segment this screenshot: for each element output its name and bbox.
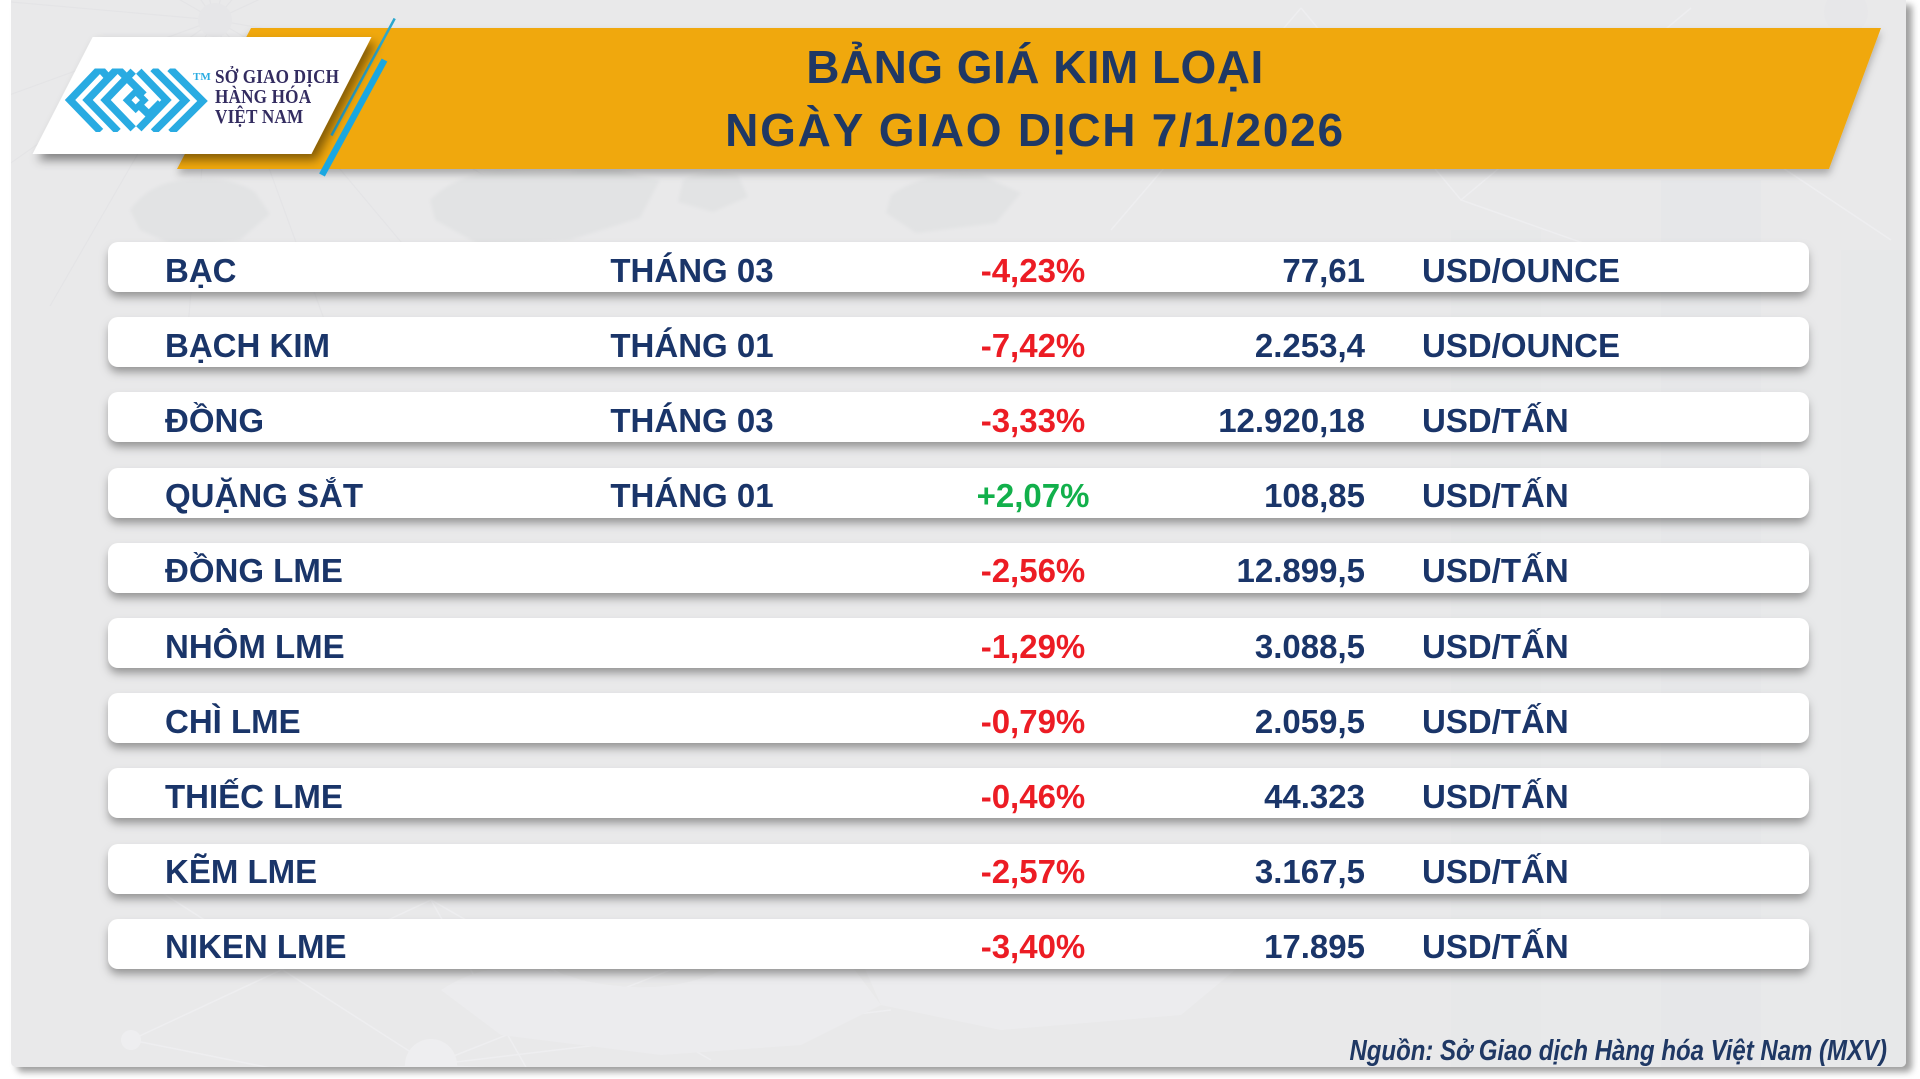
svg-text:TM: TM <box>193 71 211 83</box>
